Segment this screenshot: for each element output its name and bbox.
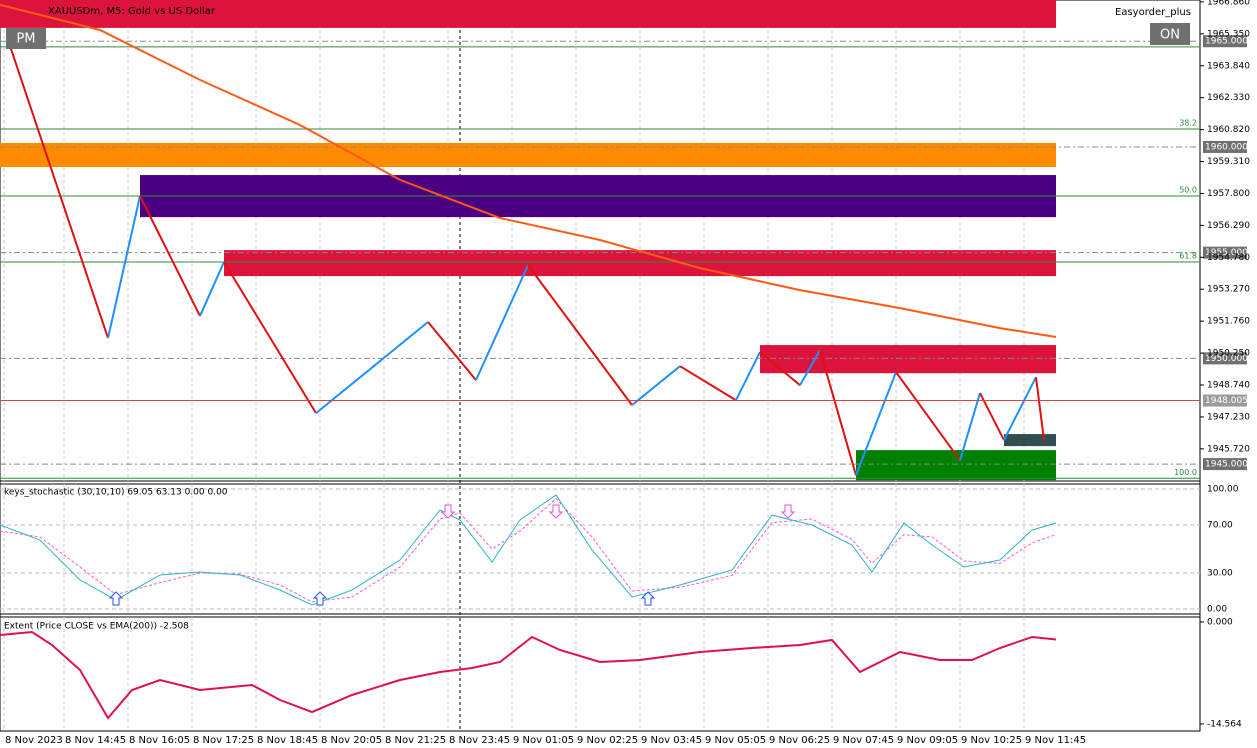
zigzag-segment [819, 349, 857, 476]
zigzag-segment [679, 365, 737, 402]
current-price-box [1203, 394, 1247, 407]
expert-name: Easyorder_plus [1115, 7, 1191, 18]
time-label: 8 Nov 14:45 [65, 735, 126, 746]
sell-arrow [780, 504, 796, 519]
price-tick-label: 1951.760 [1207, 317, 1250, 327]
price-level-box [1203, 140, 1247, 153]
price-tick-label: 1963.840 [1207, 61, 1250, 71]
price-level-box [1203, 352, 1247, 365]
price-tick-label: 1960.820 [1207, 125, 1250, 135]
zigzag-segment [799, 349, 821, 386]
price-tick-label: 1966.860 [1207, 0, 1250, 7]
zigzag-segment [959, 392, 981, 461]
time-label: 8 Nov 16:05 [129, 735, 190, 746]
zigzag-segment [527, 264, 633, 406]
zigzag-segment [735, 351, 761, 401]
zigzag-segment [855, 371, 897, 476]
indicator-title: keys_stochastic (30,10,10) 69.05 63.13 0… [4, 488, 228, 498]
extent-tick-label: 0.000 [1207, 617, 1233, 627]
pm-button[interactable] [6, 28, 46, 49]
symbol-title: XAUUSDm, M5: Gold vs US Dollar [48, 6, 216, 17]
price-tick-label: 1945.720 [1207, 444, 1250, 454]
buy-arrow [312, 591, 328, 606]
zigzag-segment [223, 261, 317, 414]
price-tick-label: 1953.270 [1207, 285, 1250, 295]
stoch-tick-label: 30.00 [1207, 568, 1233, 578]
zigzag-segment [1035, 377, 1045, 441]
on-button-label[interactable]: ON [1160, 28, 1180, 43]
price-level-label: 1945.000 [1205, 460, 1248, 470]
extent-tick-label: -14.564 [1207, 719, 1242, 729]
time-label: 8 Nov 21:25 [385, 735, 446, 746]
zone [0, 0, 1056, 28]
extent-line [0, 630, 1057, 720]
zigzag-segment [107, 195, 141, 339]
stoch-main [0, 494, 1057, 606]
time-label: 9 Nov 07:45 [833, 735, 894, 746]
sell-arrow [440, 504, 456, 519]
zigzag-segment [475, 264, 529, 381]
zigzag-segment [895, 371, 961, 461]
time-label: 8 Nov 18:45 [257, 735, 318, 746]
fib-label: 61.8 [1179, 251, 1197, 260]
zone [1004, 434, 1056, 447]
zone [224, 250, 1056, 277]
zigzag-segment [315, 321, 429, 414]
fib-label: 100.0 [1174, 468, 1197, 477]
zigzag-segment [759, 351, 801, 386]
price-tick-label: 1948.740 [1207, 381, 1250, 391]
stoch-tick-label: 0.00 [1207, 604, 1227, 614]
price-level-box [1203, 246, 1247, 259]
zigzag-segment [199, 261, 225, 317]
fib-label: 50.0 [1179, 185, 1197, 194]
indicator-title: Extent (Price CLOSE vs EMA(200)) -2.508 [4, 622, 189, 632]
time-label: 9 Nov 02:25 [577, 735, 638, 746]
zigzag-segment [427, 321, 477, 381]
time-label: 8 Nov 23:45 [449, 735, 510, 746]
price-level-box [1203, 458, 1247, 471]
time-label: 9 Nov 03:45 [641, 735, 702, 746]
time-label: 8 Nov 17:25 [193, 735, 254, 746]
price-level-label: 1955.000 [1205, 248, 1248, 258]
zigzag-segment [7, 39, 109, 339]
price-level-label: 1965.000 [1205, 37, 1248, 47]
price-tick-label: 1947.230 [1207, 412, 1250, 422]
stoch-tick-label: 70.00 [1207, 521, 1233, 531]
current-price-label: 1948.005 [1205, 396, 1248, 406]
price-tick-label: 1954.780 [1207, 253, 1250, 263]
price-tick-label: 1956.290 [1207, 221, 1250, 231]
buy-arrow [108, 591, 124, 606]
time-label: 9 Nov 06:25 [769, 735, 830, 746]
stoch-tick-label: 100.00 [1207, 485, 1239, 495]
ema-line [0, 3, 1057, 338]
zigzag-segment [631, 365, 681, 406]
time-label: 9 Nov 05:05 [705, 735, 766, 746]
zigzag-segment [139, 195, 201, 317]
buy-arrow [640, 591, 656, 606]
price-level-box [1203, 35, 1247, 48]
stoch-signal [0, 497, 1057, 603]
time-label: 9 Nov 11:45 [1025, 735, 1086, 746]
sell-arrow [548, 504, 564, 519]
time-label: 9 Nov 10:25 [961, 735, 1022, 746]
time-label: 9 Nov 01:05 [513, 735, 574, 746]
on-button[interactable] [1150, 23, 1190, 45]
time-label: 8 Nov 20:05 [321, 735, 382, 746]
pm-button-label[interactable]: PM [16, 32, 35, 47]
zigzag-segment [1003, 376, 1037, 441]
price-tick-label: 1950.250 [1207, 349, 1250, 359]
price-level-label: 1950.000 [1205, 354, 1248, 364]
time-label: 8 Nov 2023 [5, 735, 63, 746]
price-tick-label: 1962.330 [1207, 93, 1250, 103]
fib-label: 38.2 [1179, 118, 1197, 127]
time-label: 9 Nov 09:05 [897, 735, 958, 746]
price-tick-label: 1965.350 [1207, 29, 1250, 39]
price-level-label: 1960.000 [1205, 142, 1248, 152]
price-tick-label: 1957.800 [1207, 189, 1250, 199]
zone [760, 345, 1056, 374]
price-tick-label: 1959.310 [1207, 157, 1250, 167]
